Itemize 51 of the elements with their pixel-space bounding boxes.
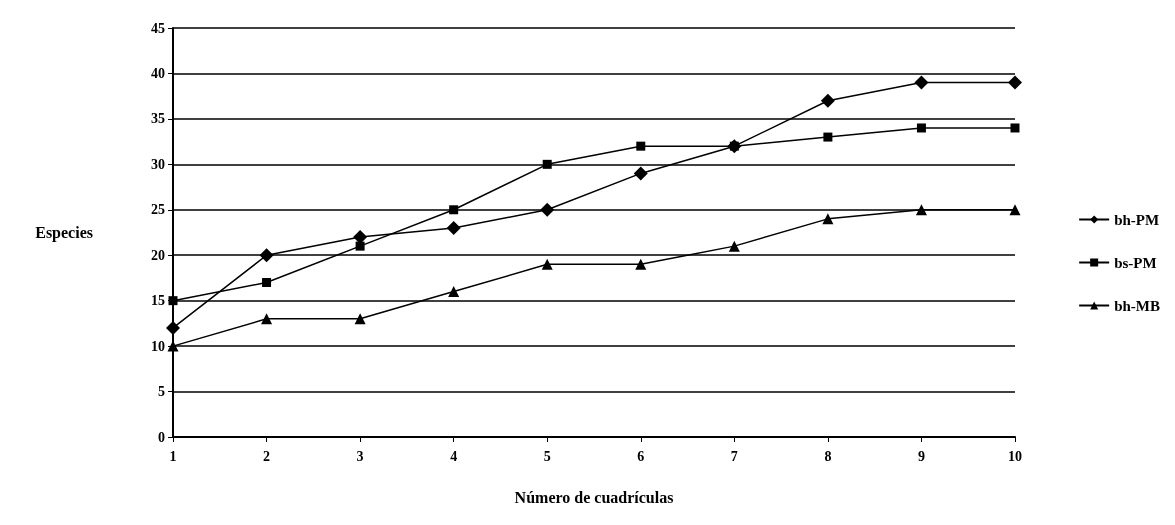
point: [635, 258, 647, 270]
point: [915, 204, 927, 216]
point: [823, 132, 833, 142]
point: [261, 313, 273, 325]
point: [354, 313, 366, 325]
x-tick-label: 9: [917, 448, 925, 464]
x-tick-label: 2: [263, 448, 271, 464]
x-tick-label: 6: [637, 448, 645, 464]
y-tick-label: 40: [151, 65, 165, 81]
y-tick-label: 15: [151, 293, 165, 309]
point: [728, 240, 740, 252]
x-tick-label: 7: [730, 448, 738, 464]
y-tick-label: 25: [151, 202, 165, 218]
y-tick-label: 45: [151, 20, 165, 36]
legend-label: bh-MB: [1114, 297, 1160, 314]
point: [446, 220, 461, 235]
x-tick-label: 5: [543, 448, 551, 464]
point: [633, 166, 648, 181]
point: [1008, 75, 1022, 90]
point: [914, 75, 929, 90]
point: [820, 93, 835, 108]
point: [822, 213, 834, 225]
point: [540, 202, 555, 217]
point: [636, 141, 646, 151]
x-tick-label: 4: [450, 448, 458, 464]
x-tick-label: 8: [824, 448, 832, 464]
point: [355, 241, 365, 251]
x-tick-label: 3: [356, 448, 364, 464]
x-tick-label: 1: [169, 448, 177, 464]
point: [259, 248, 274, 263]
point: [168, 296, 178, 306]
point: [916, 123, 926, 133]
point: [542, 159, 552, 169]
point: [262, 277, 272, 287]
x-axis-title: Número de cuadrículas: [514, 488, 674, 506]
point: [1010, 123, 1020, 133]
legend-label: bs-PM: [1114, 254, 1157, 271]
point: [166, 320, 180, 335]
point: [449, 205, 459, 215]
y-axis-title: Especies: [35, 224, 93, 242]
legend-label: bh-PM: [1114, 211, 1160, 228]
y-tick-label: 5: [158, 384, 165, 400]
y-tick-label: 10: [151, 338, 165, 354]
y-tick-label: 0: [158, 429, 165, 445]
point: [1009, 204, 1021, 216]
x-tick-label: 10: [1008, 448, 1022, 464]
y-tick-label: 20: [151, 247, 165, 263]
y-tick-label: 35: [151, 111, 165, 127]
point: [541, 258, 553, 270]
point: [448, 286, 460, 298]
y-tick-label: 30: [151, 156, 165, 172]
